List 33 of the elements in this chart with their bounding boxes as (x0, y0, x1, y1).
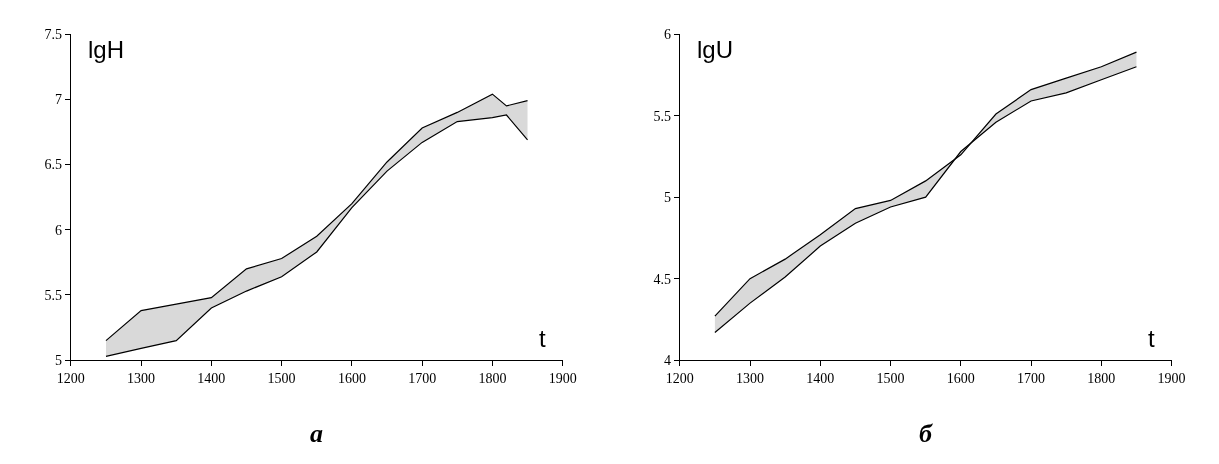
y-tick-label: 6 (55, 222, 63, 238)
x-tick-label: 1700 (1017, 371, 1046, 386)
x-tick-label: 1600 (337, 371, 366, 386)
x-tick-label: 1400 (197, 371, 226, 386)
x-tick-label: 1400 (806, 371, 835, 386)
x-tick-label: 1500 (267, 371, 296, 386)
y-tick-label: 5 (55, 353, 63, 369)
x-axis-title: t (539, 325, 546, 352)
text: б (919, 419, 933, 448)
y-tick-label: 5.5 (653, 108, 671, 124)
x-tick-label: 1300 (127, 371, 156, 386)
y-tick-label: 7.5 (44, 27, 63, 43)
y-axis-title: lgH (88, 36, 125, 63)
y-tick-label: 4 (663, 353, 671, 369)
x-tick-label: 1600 (946, 371, 975, 386)
y-tick-label: 6 (663, 27, 671, 43)
x-tick-label: 1200 (665, 371, 694, 386)
y-tick-label: 6.5 (44, 157, 63, 173)
x-tick-label: 1900 (548, 371, 577, 386)
x-tick-label: 1500 (876, 371, 905, 386)
x-tick-label: 1200 (56, 371, 85, 386)
x-tick-label: 1800 (1087, 371, 1116, 386)
text: а (310, 419, 323, 448)
x-tick-label: 1300 (736, 371, 765, 386)
y-tick-label: 5 (663, 190, 671, 206)
x-tick-label: 1800 (478, 371, 507, 386)
y-tick-label: 7 (55, 92, 63, 108)
y-tick-label: 5.5 (44, 287, 63, 303)
x-tick-label: 1900 (1157, 371, 1186, 386)
x-tick-label: 1700 (408, 371, 437, 386)
y-tick-label: 4.5 (653, 271, 671, 287)
y-axis-title: lgU (697, 36, 734, 63)
x-axis-title: t (1148, 325, 1155, 352)
